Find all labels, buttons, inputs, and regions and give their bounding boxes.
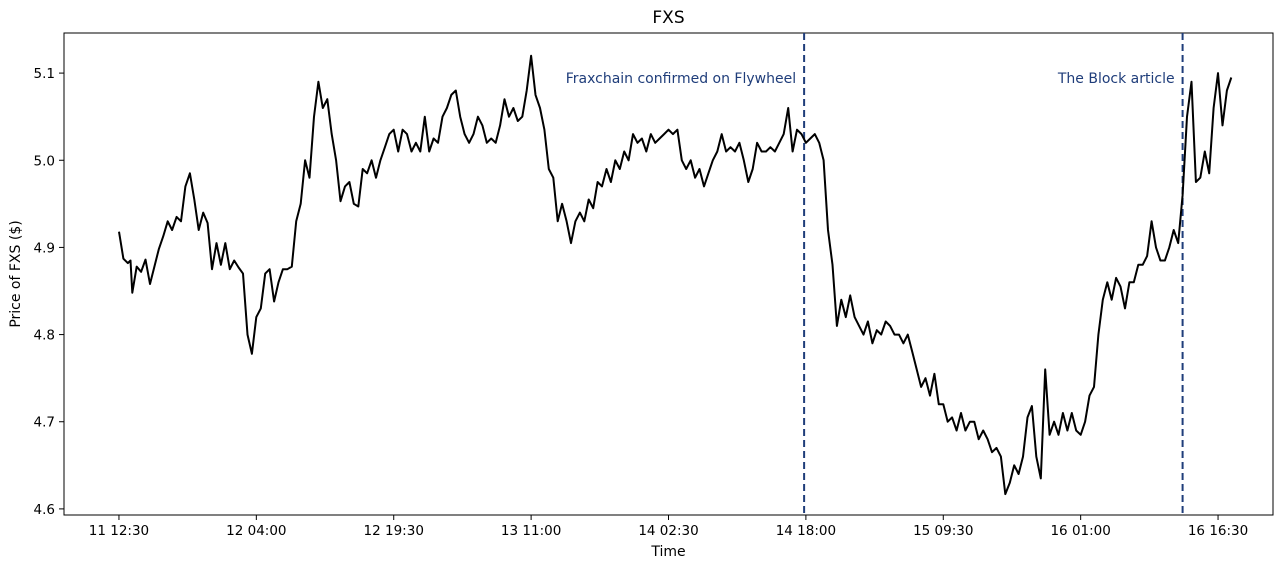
- price-series-line: [118, 54, 1233, 496]
- y-axis-label: Price of FXS ($): [8, 220, 24, 327]
- x-tick-label: 13 11:00: [501, 523, 561, 539]
- x-tick-label: 15 09:30: [913, 523, 973, 539]
- x-tick-label: 12 19:30: [364, 523, 424, 539]
- x-tick-label: 14 18:00: [776, 523, 836, 539]
- y-tick-label: 4.9: [34, 240, 55, 256]
- y-tick-label: 4.7: [34, 415, 55, 431]
- y-tick-label: 4.8: [34, 328, 55, 344]
- x-tick-label: 14 02:30: [638, 523, 698, 539]
- annotations: Fraxchain confirmed on Flywheel The Block…: [566, 33, 1184, 515]
- x-axis: 11 12:30 12 04:00 12 19:30 13 11:00 14 02:30…: [89, 515, 1248, 539]
- plot-area-frame: [63, 32, 1274, 516]
- x-tick-label: 16 16:30: [1188, 523, 1248, 539]
- y-tick-label: 5.1: [34, 66, 55, 82]
- annotation-label: The Block article: [1057, 71, 1175, 87]
- x-tick-label: 16 01:00: [1050, 523, 1110, 539]
- y-tick-label: 4.6: [34, 502, 55, 518]
- x-axis-label: Time: [650, 544, 685, 560]
- x-tick-label: 11 12:30: [89, 523, 149, 539]
- x-tick-label: 12 04:00: [226, 523, 286, 539]
- y-tick-label: 5.0: [34, 153, 55, 169]
- y-axis: 4.6 4.7 4.8 4.9 5.0 5.1: [34, 66, 64, 518]
- annotation-label: Fraxchain confirmed on Flywheel: [566, 71, 796, 87]
- chart-title: FXS: [652, 8, 684, 28]
